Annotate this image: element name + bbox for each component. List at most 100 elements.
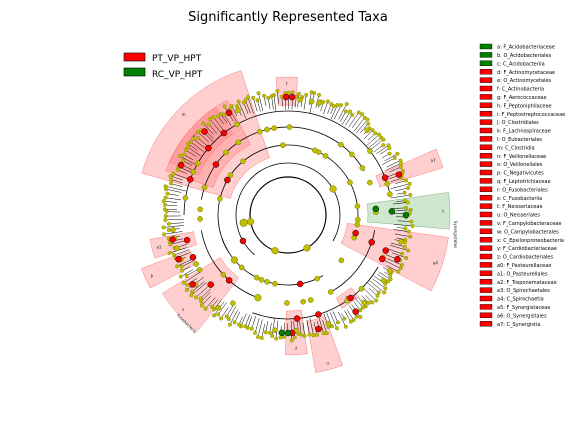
leaf-branch (245, 314, 251, 327)
significant-node-pt (293, 315, 301, 322)
key-swatch-n (479, 152, 493, 159)
inner-node (253, 274, 260, 281)
clade-shade-label-k: k (193, 133, 196, 138)
inner-node (338, 257, 345, 264)
leaf-branch (228, 306, 237, 320)
key-label-a5: a5: F_Synergistaceae (497, 305, 550, 311)
leaf-node (161, 225, 166, 230)
leaf-branch (302, 322, 305, 337)
leaf-branch (254, 318, 260, 333)
significant-node-pt (183, 236, 191, 244)
clade-shade-label-a7: a7 (431, 158, 436, 163)
key-swatch-v (479, 220, 493, 226)
leaf-branch (394, 233, 411, 237)
tree-ring-root (249, 176, 327, 254)
leaf-node (399, 161, 404, 166)
significant-node-pt (368, 238, 375, 246)
key-swatch-y (479, 245, 493, 251)
leaf-node (375, 293, 380, 298)
leaf-node (224, 314, 229, 319)
tree-arc-4 (331, 230, 376, 292)
leaf-node (321, 99, 326, 104)
key-label-a: a: F_Acidobacteriaceae (497, 45, 555, 51)
significant-node-pt (187, 176, 194, 183)
significant-node-pt (205, 144, 212, 152)
leaf-node (392, 156, 397, 160)
clade-shade-label-c: c (442, 208, 444, 213)
significant-node-pt (381, 174, 389, 181)
leaf-branch (187, 147, 201, 157)
leaf-node (267, 330, 272, 335)
leaf-branch (168, 222, 184, 225)
leaf-branch (179, 155, 196, 165)
key-swatch-a (479, 43, 493, 50)
leaf-node (211, 307, 216, 312)
significant-node-pt (212, 161, 220, 168)
leaf-node (361, 305, 365, 310)
significant-node-pt (395, 171, 403, 178)
leaf-branch (384, 153, 398, 162)
leaf-node (315, 332, 319, 337)
leaf-node (211, 115, 216, 120)
leaf-branch (186, 269, 198, 277)
leaf-node (222, 104, 227, 109)
leaf-node (210, 304, 215, 309)
leaf-branch (362, 287, 377, 301)
inner-node (280, 142, 286, 148)
leaf-branch (170, 240, 187, 245)
leaf-node (292, 335, 297, 340)
leaf-node (358, 308, 363, 313)
inner-node (234, 121, 240, 128)
inner-node (316, 100, 322, 107)
key-swatch-l (479, 136, 493, 142)
significant-node-pt (282, 93, 290, 101)
leaf-branch (353, 117, 365, 132)
leaf-node (342, 316, 347, 321)
inner-node (258, 277, 265, 283)
leaf-branch (330, 104, 338, 120)
leaf-branch (251, 316, 256, 329)
inner-node (384, 180, 390, 187)
legend-swatch-pt (123, 52, 146, 62)
clade-shade-k (168, 106, 234, 176)
leaf-node (377, 132, 382, 137)
leaf-node (362, 115, 367, 120)
leaf-branch (376, 145, 389, 154)
leaf-node (406, 248, 411, 253)
leaf-branch (257, 319, 263, 338)
leaf-branch (191, 281, 205, 292)
leaf-node (296, 91, 301, 96)
significant-node-pt (296, 280, 304, 288)
leaf-node (317, 92, 322, 97)
leaf-branch (218, 302, 227, 315)
inner-node (271, 125, 277, 131)
key-label-a7: a7: C_Synergistia (497, 322, 540, 328)
significant-node-pt (352, 308, 359, 315)
leaf-branch (185, 149, 197, 157)
leaf-node (388, 277, 393, 282)
significant-node-pt (394, 255, 401, 263)
leaf-node (400, 263, 404, 268)
leaf-node (324, 331, 329, 336)
inner-node (327, 289, 334, 295)
leaf-node (163, 214, 168, 219)
clade-shade-label-j: j (194, 132, 196, 137)
significant-node-pt (315, 325, 322, 333)
leaf-branch (372, 278, 386, 289)
inner-node (386, 268, 393, 274)
leaf-branch (226, 304, 234, 317)
leaf-node (180, 158, 185, 163)
key-swatch-m (479, 144, 493, 151)
leaf-node (165, 191, 170, 196)
leaf-branch (303, 94, 307, 110)
leaf-branch (180, 269, 194, 277)
clade-node (303, 244, 311, 252)
key-swatch-k (479, 127, 493, 134)
significant-node-pt (382, 247, 389, 254)
leaf-node (383, 286, 388, 291)
leaf-branch (368, 287, 378, 297)
leaf-node (168, 174, 173, 178)
leaf-node (232, 320, 237, 325)
key-label-h: h: F_Peptoniphilaceae (497, 103, 552, 109)
